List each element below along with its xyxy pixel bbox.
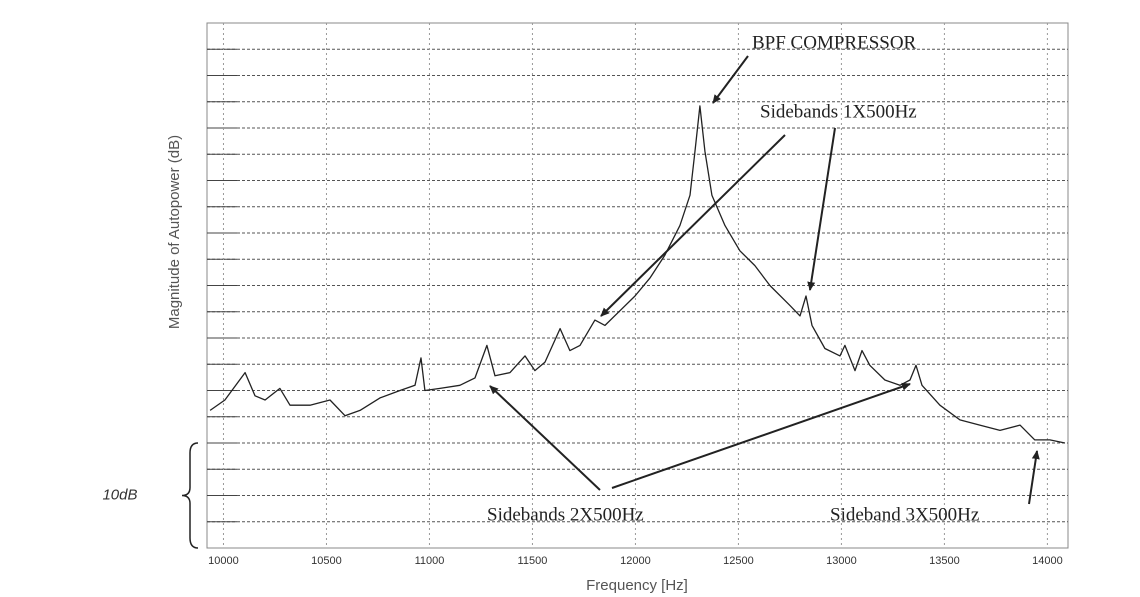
scale-label: 10dB [102, 486, 137, 503]
x-axis-label: Frequency [Hz] [586, 577, 688, 594]
scale-bar: 10dB [102, 442, 199, 549]
arrow [1028, 450, 1040, 505]
spectrum-line [209, 105, 1066, 444]
x-tick-label: 13000 [826, 555, 857, 567]
arrow [712, 55, 749, 104]
x-tick-label: 10500 [311, 555, 342, 567]
annotation: Sideband 3X500Hz [830, 504, 979, 525]
x-tick-label: 11000 [415, 555, 445, 567]
scale-brace [181, 442, 199, 549]
x-tick-label: 13500 [929, 555, 960, 567]
x-tick-label: 10000 [208, 555, 239, 567]
arrow [807, 127, 836, 291]
x-tick-label: 12500 [723, 555, 754, 567]
arrow [489, 385, 601, 491]
grid: 10000 10500 11000 11500 12000 12500 13000 13500… [207, 23, 1068, 567]
annotation: Sidebands 1X500Hz [760, 101, 917, 122]
plot [209, 105, 1066, 444]
x-tick-label: 11500 [518, 555, 548, 567]
annotation: Sidebands 2X500Hz [487, 504, 644, 525]
y-axis-label: Magnitude of Autopower (dB) [166, 135, 183, 329]
annotation: BPF COMPRESSOR [752, 32, 917, 53]
arrow [600, 134, 786, 317]
x-tick-label: 12000 [620, 555, 651, 567]
arrow [611, 382, 911, 489]
x-tick-label: 14000 [1032, 555, 1063, 567]
